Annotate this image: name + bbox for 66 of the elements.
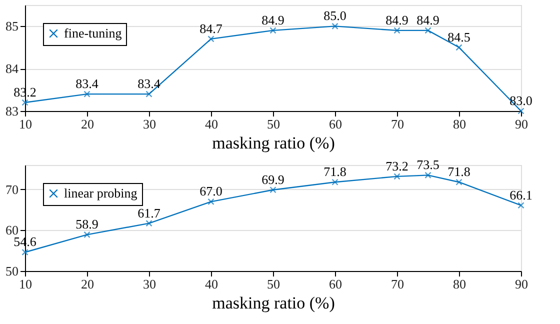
point <box>518 108 524 114</box>
data-label: 71.8 <box>448 164 470 180</box>
x-tick-label: 10 <box>19 276 32 292</box>
point <box>456 178 462 186</box>
point <box>394 173 400 180</box>
x-tick-label: 40 <box>205 276 218 292</box>
point <box>332 178 338 186</box>
y-tick-label: 70 <box>6 182 18 197</box>
data-label: 73.2 <box>386 158 408 174</box>
point <box>146 220 152 227</box>
point <box>22 99 28 106</box>
point <box>84 231 90 238</box>
point <box>394 27 400 34</box>
legend-label: fine-tuning <box>64 26 122 40</box>
y-tick-label: 83 <box>6 104 18 118</box>
legend-label: linear probing <box>64 186 138 200</box>
x-tick-label: 90 <box>515 276 528 292</box>
x-tick-label: 60 <box>329 116 342 132</box>
point <box>424 172 432 179</box>
y-tick-label: 50 <box>6 264 18 278</box>
data-label: 69.9 <box>262 172 284 187</box>
x-tick-label: 10 <box>19 116 32 132</box>
x-tick-label: 60 <box>329 276 342 292</box>
y-tick-label: 85 <box>6 18 18 34</box>
data-label: 66.1 <box>510 187 532 202</box>
point <box>146 90 152 98</box>
data-label: 61.7 <box>138 205 161 220</box>
point <box>456 44 462 51</box>
data-label: 84.9 <box>386 12 408 28</box>
x-axis-title: masking ratio (%) <box>212 134 335 152</box>
data-label: 84.9 <box>416 12 440 28</box>
x-axis-title: masking ratio (%) <box>212 294 335 312</box>
point <box>270 186 276 194</box>
point <box>84 90 90 98</box>
data-label: 67.0 <box>200 184 222 199</box>
data-label: 83.4 <box>76 76 99 92</box>
x-tick-label: 90 <box>515 116 528 132</box>
x-tick-label: 70 <box>391 116 404 132</box>
point <box>22 248 28 256</box>
x-tick-label: 30 <box>143 116 156 132</box>
data-label: 83.0 <box>510 93 532 108</box>
data-label: 84.9 <box>262 12 284 28</box>
point <box>518 202 524 209</box>
x-tick-label: 70 <box>391 276 404 292</box>
x-tick-label: 80 <box>453 276 466 292</box>
x-tick-label: 30 <box>143 276 156 292</box>
x-tick-label: 50 <box>267 116 280 132</box>
point <box>270 27 276 34</box>
data-label: 71.8 <box>324 164 346 180</box>
point <box>208 198 214 206</box>
data-label: 83.4 <box>138 76 161 92</box>
x-tick-label: 40 <box>205 116 218 132</box>
x-tick-label: 20 <box>81 276 94 292</box>
data-label: 58.9 <box>76 216 98 232</box>
x-tick-label: 80 <box>453 116 466 132</box>
data-label: 84.5 <box>448 29 470 44</box>
data-label: 84.7 <box>200 20 223 36</box>
point <box>424 27 432 34</box>
y-tick-label: 60 <box>6 222 18 238</box>
data-label: 85.0 <box>324 8 346 24</box>
x-tick-label: 50 <box>267 276 280 292</box>
point <box>208 36 214 42</box>
y-tick-label: 84 <box>6 61 19 76</box>
x-tick-label: 20 <box>81 116 94 132</box>
data-label: 73.5 <box>416 157 440 172</box>
point <box>332 22 338 30</box>
